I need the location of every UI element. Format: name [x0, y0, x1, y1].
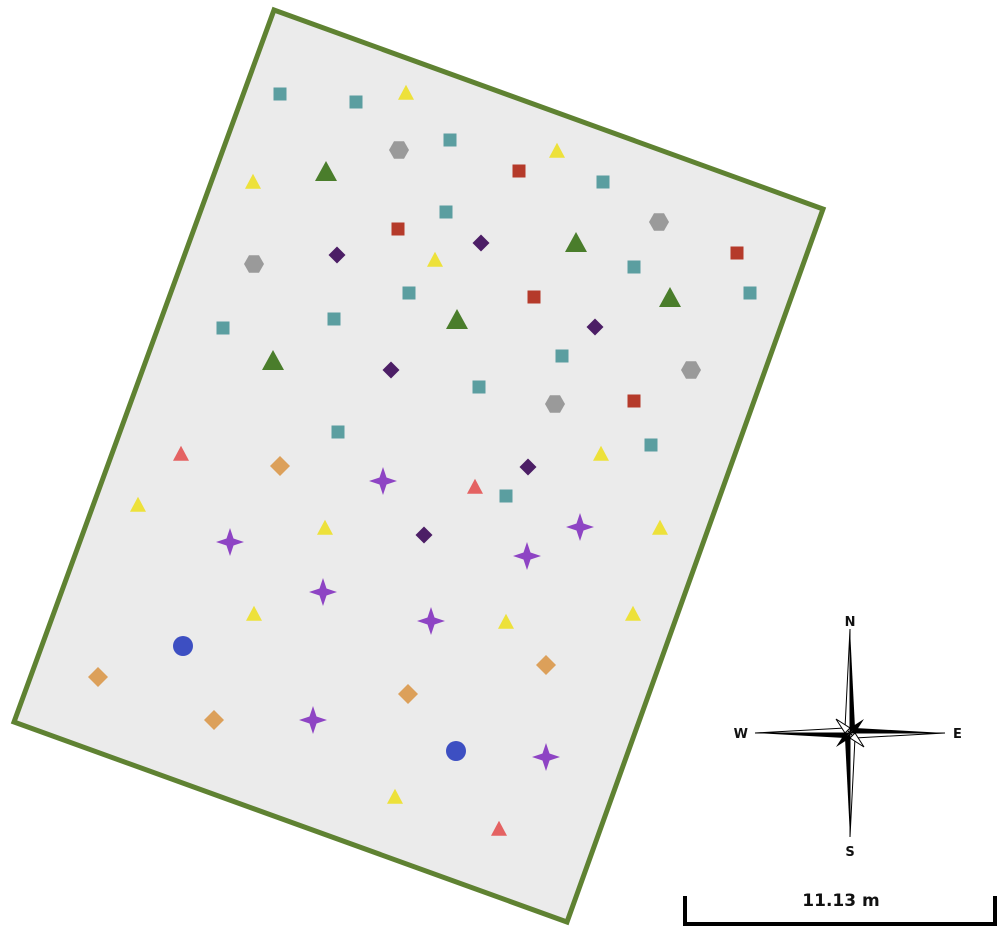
yellow-triangle-marker	[246, 605, 262, 621]
yellow-triangle-marker	[593, 445, 609, 461]
yellow-triangle-marker	[549, 142, 565, 158]
compass-north-label: N	[845, 615, 856, 630]
teal-square-marker	[555, 349, 569, 363]
compass-east-dark	[850, 728, 945, 733]
orange-diamond-marker	[204, 710, 224, 730]
purple-diamond-marker	[415, 526, 433, 544]
teal-square-marker	[743, 286, 757, 300]
green-triangle-marker	[659, 287, 681, 307]
compass-east-label: E	[953, 727, 962, 742]
compass-west-dark	[755, 733, 850, 738]
purple-diamond-marker	[586, 318, 604, 336]
gray-hexagon-marker	[244, 255, 264, 273]
blue-circle-marker	[173, 636, 193, 656]
red-square-marker	[391, 222, 405, 236]
teal-square-marker	[472, 380, 486, 394]
compass-south-label: S	[845, 845, 854, 860]
yellow-triangle-marker	[625, 605, 641, 621]
violet-star-marker	[566, 513, 594, 541]
teal-square-marker	[439, 205, 453, 219]
red-square-marker	[527, 290, 541, 304]
compass-rose: N S E W	[734, 615, 962, 860]
teal-square-marker	[644, 438, 658, 452]
teal-square-marker	[499, 489, 513, 503]
yellow-triangle-marker	[130, 496, 146, 512]
yellow-triangle-marker	[387, 788, 403, 804]
teal-square-marker	[331, 425, 345, 439]
orange-diamond-marker	[398, 684, 418, 704]
yellow-triangle-marker	[652, 519, 668, 535]
compass-north-dark	[850, 629, 855, 733]
green-triangle-marker	[262, 350, 284, 370]
yellow-triangle-marker	[245, 173, 261, 189]
compass-se-point	[849, 732, 865, 748]
red-square-marker	[730, 246, 744, 260]
gray-hexagon-marker	[681, 361, 701, 379]
yellow-triangle-marker	[317, 519, 333, 535]
violet-star-marker	[532, 743, 560, 771]
compass-south-dark	[845, 733, 850, 837]
violet-star-marker	[299, 706, 327, 734]
teal-square-marker	[402, 286, 416, 300]
purple-diamond-marker	[328, 246, 346, 264]
compass-ne-point	[850, 719, 864, 733]
map-markers	[88, 84, 757, 836]
orange-diamond-marker	[536, 655, 556, 675]
teal-square-marker	[627, 260, 641, 274]
teal-square-marker	[216, 321, 230, 335]
violet-star-marker	[417, 607, 445, 635]
gray-hexagon-marker	[545, 395, 565, 413]
gray-hexagon-marker	[649, 213, 669, 231]
blue-circle-marker	[446, 741, 466, 761]
green-triangle-marker	[315, 161, 337, 181]
scale-bar-line	[683, 896, 997, 926]
gray-hexagon-marker	[389, 141, 409, 159]
yellow-triangle-marker	[498, 613, 514, 629]
teal-square-marker	[327, 312, 341, 326]
purple-diamond-marker	[472, 234, 490, 252]
violet-star-marker	[369, 467, 397, 495]
purple-diamond-marker	[519, 458, 537, 476]
salmon-triangle-marker	[467, 478, 483, 494]
salmon-triangle-marker	[173, 445, 189, 461]
violet-star-marker	[216, 528, 244, 556]
green-triangle-marker	[446, 309, 468, 329]
teal-square-marker	[596, 175, 610, 189]
violet-star-marker	[309, 578, 337, 606]
compass-sw-point	[836, 733, 850, 747]
yellow-triangle-marker	[427, 251, 443, 267]
teal-square-marker	[443, 133, 457, 147]
salmon-triangle-marker	[491, 820, 507, 836]
green-triangle-marker	[565, 232, 587, 252]
compass-nw-point	[835, 718, 851, 734]
scale-bar-label: 11.13 m	[802, 891, 879, 911]
scale-bar: 11.13 m	[683, 891, 997, 926]
purple-diamond-marker	[382, 361, 400, 379]
teal-square-marker	[273, 87, 287, 101]
orange-diamond-marker	[270, 456, 290, 476]
teal-square-marker	[349, 95, 363, 109]
red-square-marker	[627, 394, 641, 408]
orange-diamond-marker	[88, 667, 108, 687]
plot-boundary	[10, 6, 827, 926]
compass-west-label: W	[734, 727, 748, 742]
yellow-triangle-marker	[398, 84, 414, 100]
violet-star-marker	[513, 542, 541, 570]
red-square-marker	[512, 164, 526, 178]
